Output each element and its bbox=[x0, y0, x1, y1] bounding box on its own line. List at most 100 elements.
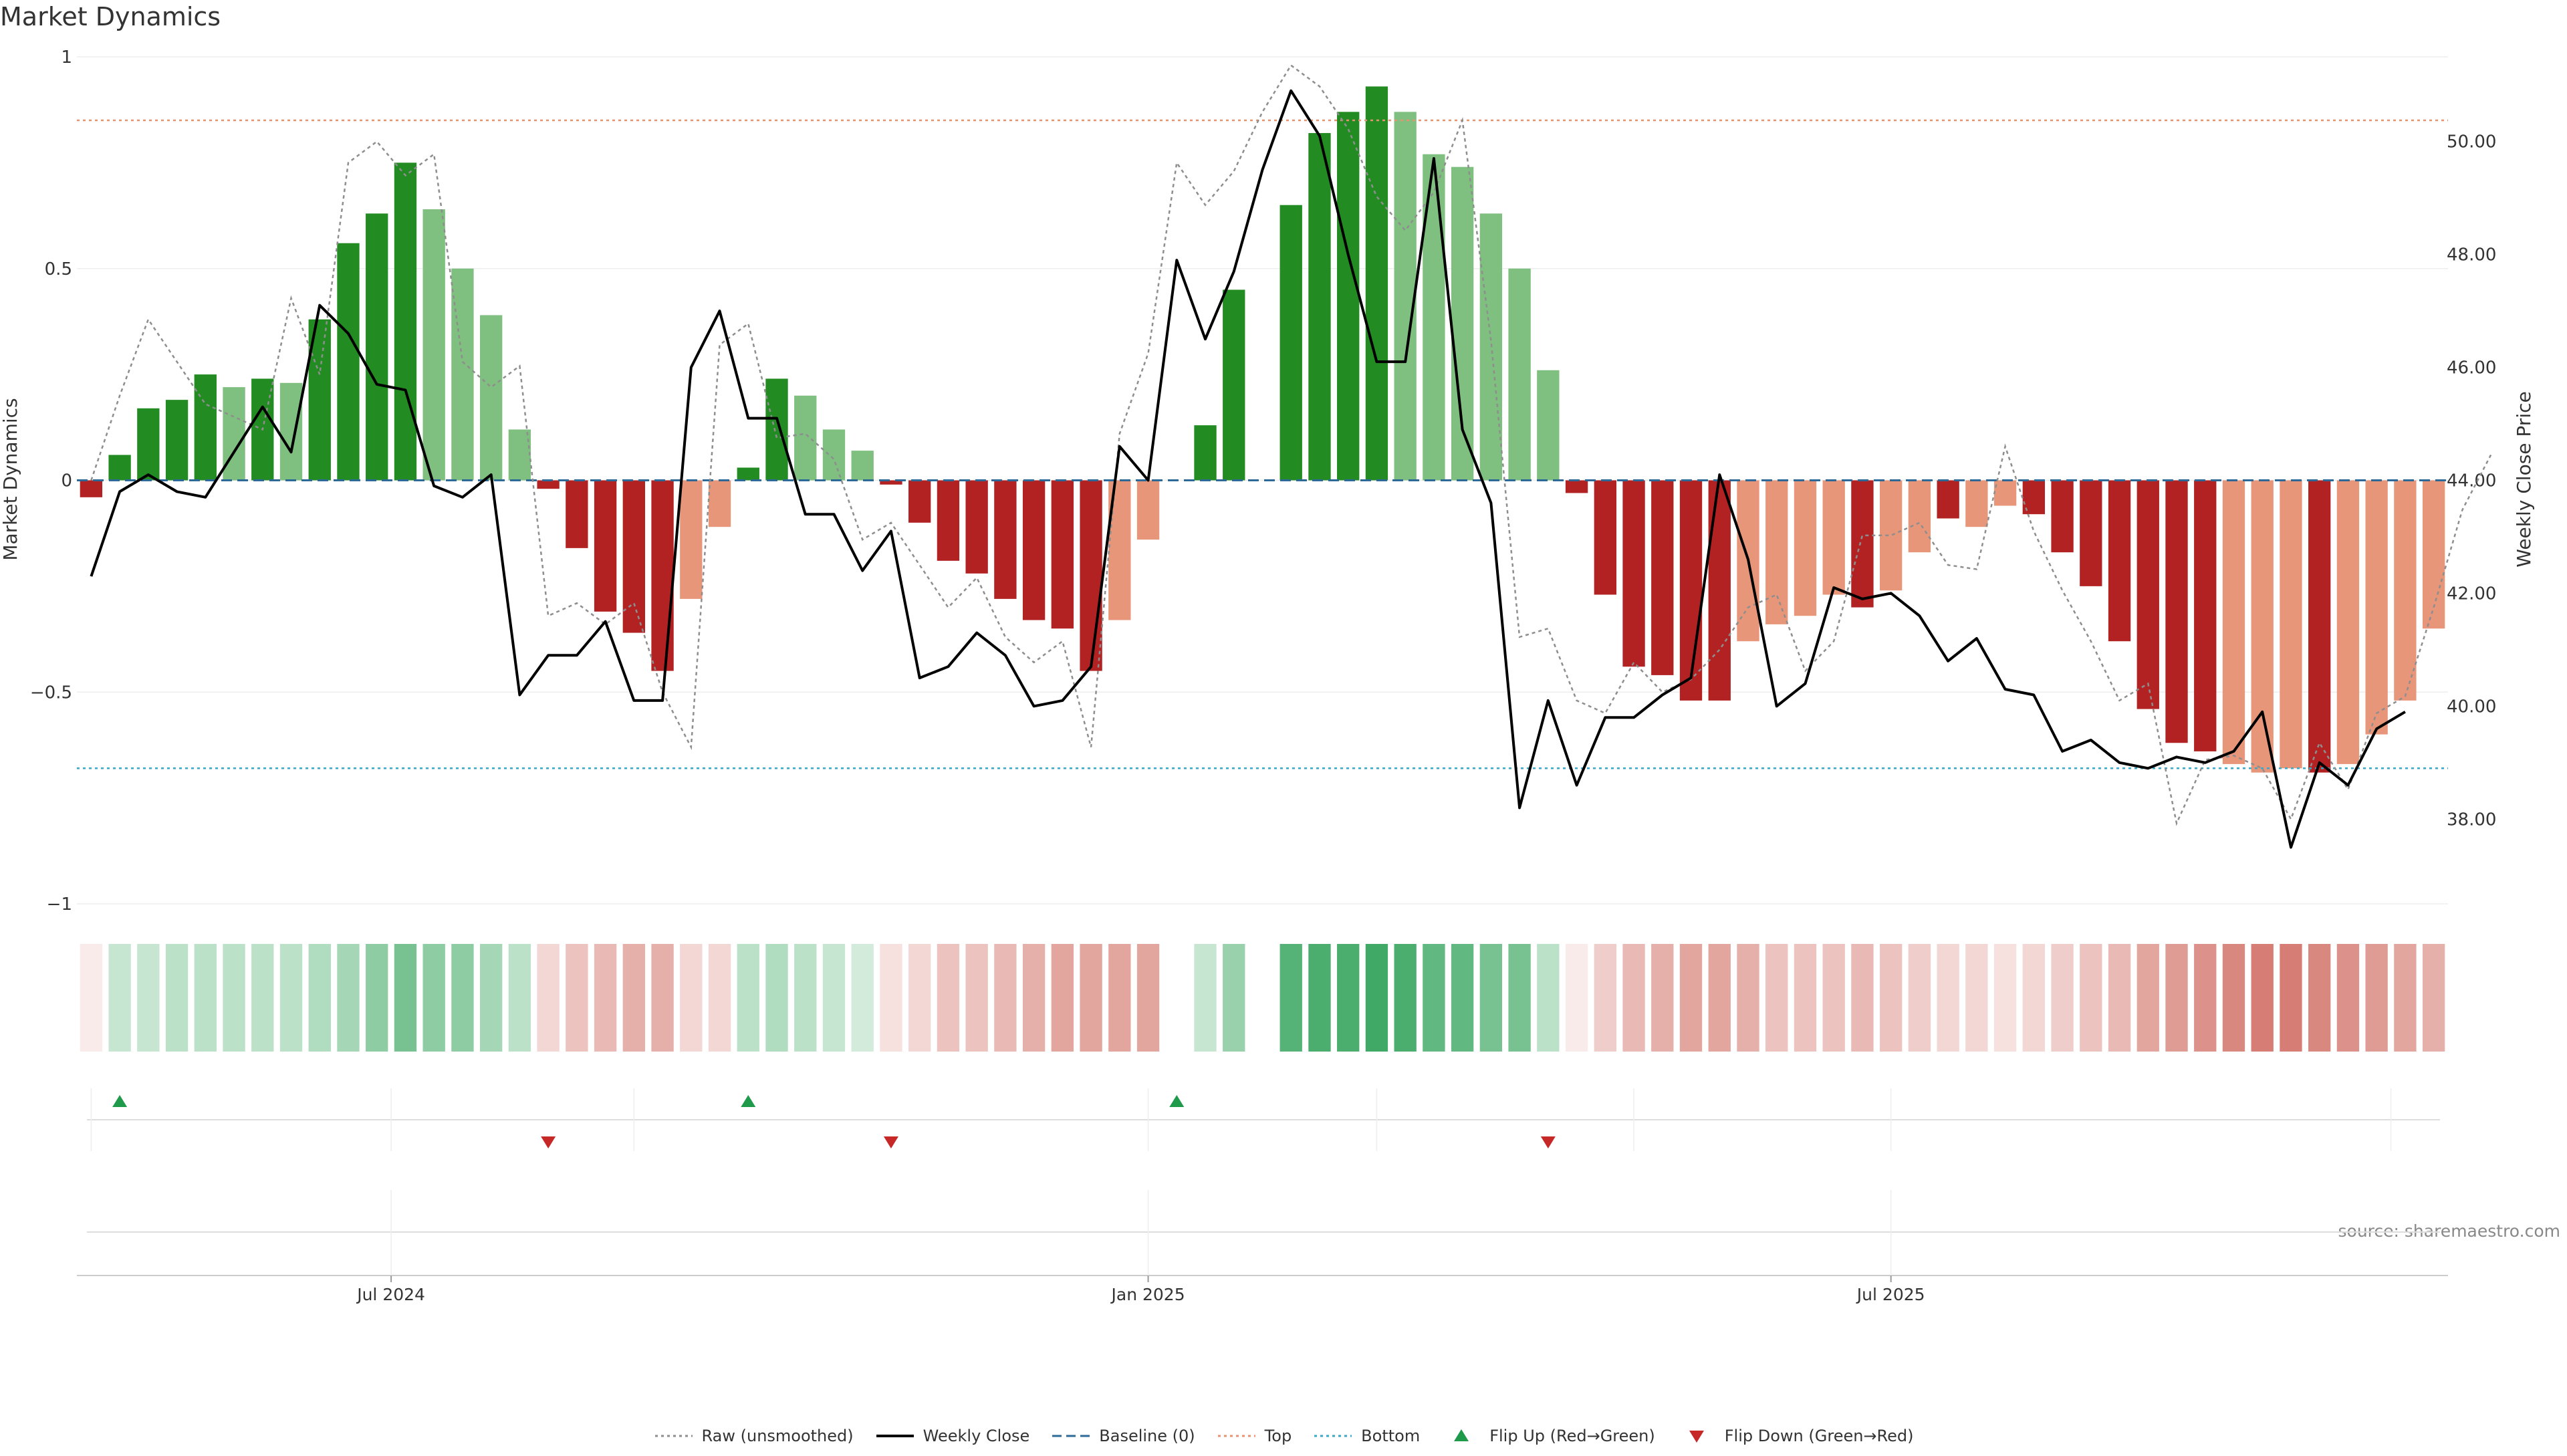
x-tick-label: Jul 2025 bbox=[1856, 1285, 1925, 1304]
heat-cell bbox=[308, 944, 331, 1052]
dynamics-bar bbox=[2336, 480, 2360, 764]
dynamics-bar bbox=[2108, 480, 2131, 642]
legend-swatch bbox=[1689, 1431, 1704, 1443]
dynamics-bar bbox=[1794, 480, 1817, 616]
y2-tick-label: 48.00 bbox=[2447, 245, 2496, 265]
dynamics-bar bbox=[1594, 480, 1616, 595]
heat-cell bbox=[965, 944, 988, 1052]
x-tick-label: Jul 2024 bbox=[356, 1285, 425, 1304]
heat-cell bbox=[1223, 944, 1245, 1052]
heat-cell bbox=[1765, 944, 1788, 1052]
dynamics-bar bbox=[2365, 480, 2388, 735]
flip-up-marker bbox=[1169, 1095, 1185, 1107]
dynamics-bar bbox=[994, 480, 1017, 599]
dynamics-bar bbox=[765, 378, 788, 481]
heat-cell bbox=[1479, 944, 1503, 1052]
dynamics-bar bbox=[1622, 480, 1645, 667]
dynamics-bar bbox=[1565, 480, 1588, 493]
dynamics-bar bbox=[822, 429, 846, 481]
heat-cell bbox=[337, 944, 360, 1052]
heat-cell bbox=[194, 944, 217, 1052]
heat-cell bbox=[2222, 944, 2245, 1052]
heat-cell bbox=[794, 944, 817, 1052]
dynamics-bar bbox=[337, 243, 360, 481]
heat-cell bbox=[2136, 944, 2159, 1052]
dynamics-bar bbox=[1423, 154, 1445, 481]
dynamics-bar bbox=[422, 209, 445, 481]
heat-cell bbox=[479, 944, 503, 1052]
heat-cell bbox=[994, 944, 1017, 1052]
flip-down-marker bbox=[1540, 1136, 1556, 1148]
legend-label: Bottom bbox=[1361, 1427, 1421, 1445]
y2-tick-label: 42.00 bbox=[2447, 584, 2496, 604]
heat-cell bbox=[1136, 944, 1160, 1052]
y-tick-label: −1 bbox=[47, 894, 72, 915]
dynamics-bar bbox=[1679, 480, 1703, 701]
heat-cell bbox=[394, 944, 417, 1052]
dynamics-bar bbox=[80, 480, 103, 497]
dynamics-bar bbox=[937, 480, 960, 561]
dynamics-bar bbox=[680, 480, 703, 599]
dynamics-bar bbox=[537, 480, 560, 489]
dynamics-bar bbox=[2165, 480, 2188, 743]
heat-cell bbox=[1965, 944, 1988, 1052]
legend-item: Top bbox=[1217, 1427, 1292, 1445]
dynamics-bar bbox=[1365, 86, 1388, 481]
dynamics-bar bbox=[479, 315, 503, 481]
x-tick-label: Jan 2025 bbox=[1110, 1285, 1185, 1304]
dynamics-bar bbox=[1223, 289, 1245, 481]
heat-cell bbox=[1080, 944, 1102, 1052]
dynamics-bar bbox=[2308, 480, 2331, 773]
flip-down-marker bbox=[883, 1136, 898, 1148]
heat-cell bbox=[1565, 944, 1588, 1052]
heat-cell bbox=[2365, 944, 2388, 1052]
dynamics-bar bbox=[1279, 205, 1302, 481]
dynamics-bar bbox=[1051, 480, 1074, 629]
flip-down-marker bbox=[541, 1136, 556, 1148]
heat-cell bbox=[2280, 944, 2302, 1052]
heat-cell bbox=[251, 944, 274, 1052]
dynamics-bar bbox=[851, 451, 874, 481]
heat-cell bbox=[1794, 944, 1817, 1052]
heat-cell bbox=[279, 944, 303, 1052]
heat-cell bbox=[2422, 944, 2445, 1052]
heat-cell bbox=[880, 944, 902, 1052]
heat-cell bbox=[1622, 944, 1645, 1052]
heat-cell bbox=[651, 944, 674, 1052]
dynamics-bar bbox=[1308, 133, 1331, 481]
heat-cell bbox=[2194, 944, 2217, 1052]
dynamics-bar bbox=[108, 455, 131, 481]
dynamics-bar bbox=[908, 480, 931, 523]
y2-tick-label: 38.00 bbox=[2447, 810, 2496, 830]
y-tick-label: 0.5 bbox=[45, 259, 72, 279]
heat-cell bbox=[2080, 944, 2102, 1052]
heat-cell bbox=[1908, 944, 1931, 1052]
heat-cell bbox=[1679, 944, 1703, 1052]
y-axis-label: Market Dynamics bbox=[0, 398, 21, 560]
heat-cell bbox=[508, 944, 531, 1052]
dynamics-bar bbox=[1651, 480, 1674, 675]
y2-axis-label: Weekly Close Price bbox=[2513, 391, 2535, 567]
heat-cell bbox=[1822, 944, 1845, 1052]
dynamics-bar bbox=[2136, 480, 2159, 709]
heat-cell bbox=[1051, 944, 1074, 1052]
legend-label: Flip Down (Green→Red) bbox=[1724, 1427, 1914, 1445]
legend-item: Bottom bbox=[1313, 1427, 1420, 1445]
dynamics-bar bbox=[2251, 480, 2274, 773]
legend-swatch bbox=[654, 1435, 693, 1437]
legend-label: Raw (unsmoothed) bbox=[701, 1427, 854, 1445]
heat-cell bbox=[1308, 944, 1331, 1052]
dynamics-bar bbox=[1880, 480, 1903, 591]
heat-cell bbox=[1880, 944, 1903, 1052]
dynamics-bar bbox=[451, 268, 474, 481]
dynamics-bar bbox=[1822, 480, 1845, 595]
heat-cell bbox=[108, 944, 131, 1052]
heat-cell bbox=[1423, 944, 1445, 1052]
heat-cell bbox=[1394, 944, 1417, 1052]
legend-item: Raw (unsmoothed) bbox=[654, 1427, 854, 1445]
dynamics-bar bbox=[2394, 480, 2417, 701]
y-tick-label: 1 bbox=[61, 47, 72, 68]
dynamics-bar bbox=[1022, 480, 1046, 620]
heat-cell bbox=[622, 944, 645, 1052]
